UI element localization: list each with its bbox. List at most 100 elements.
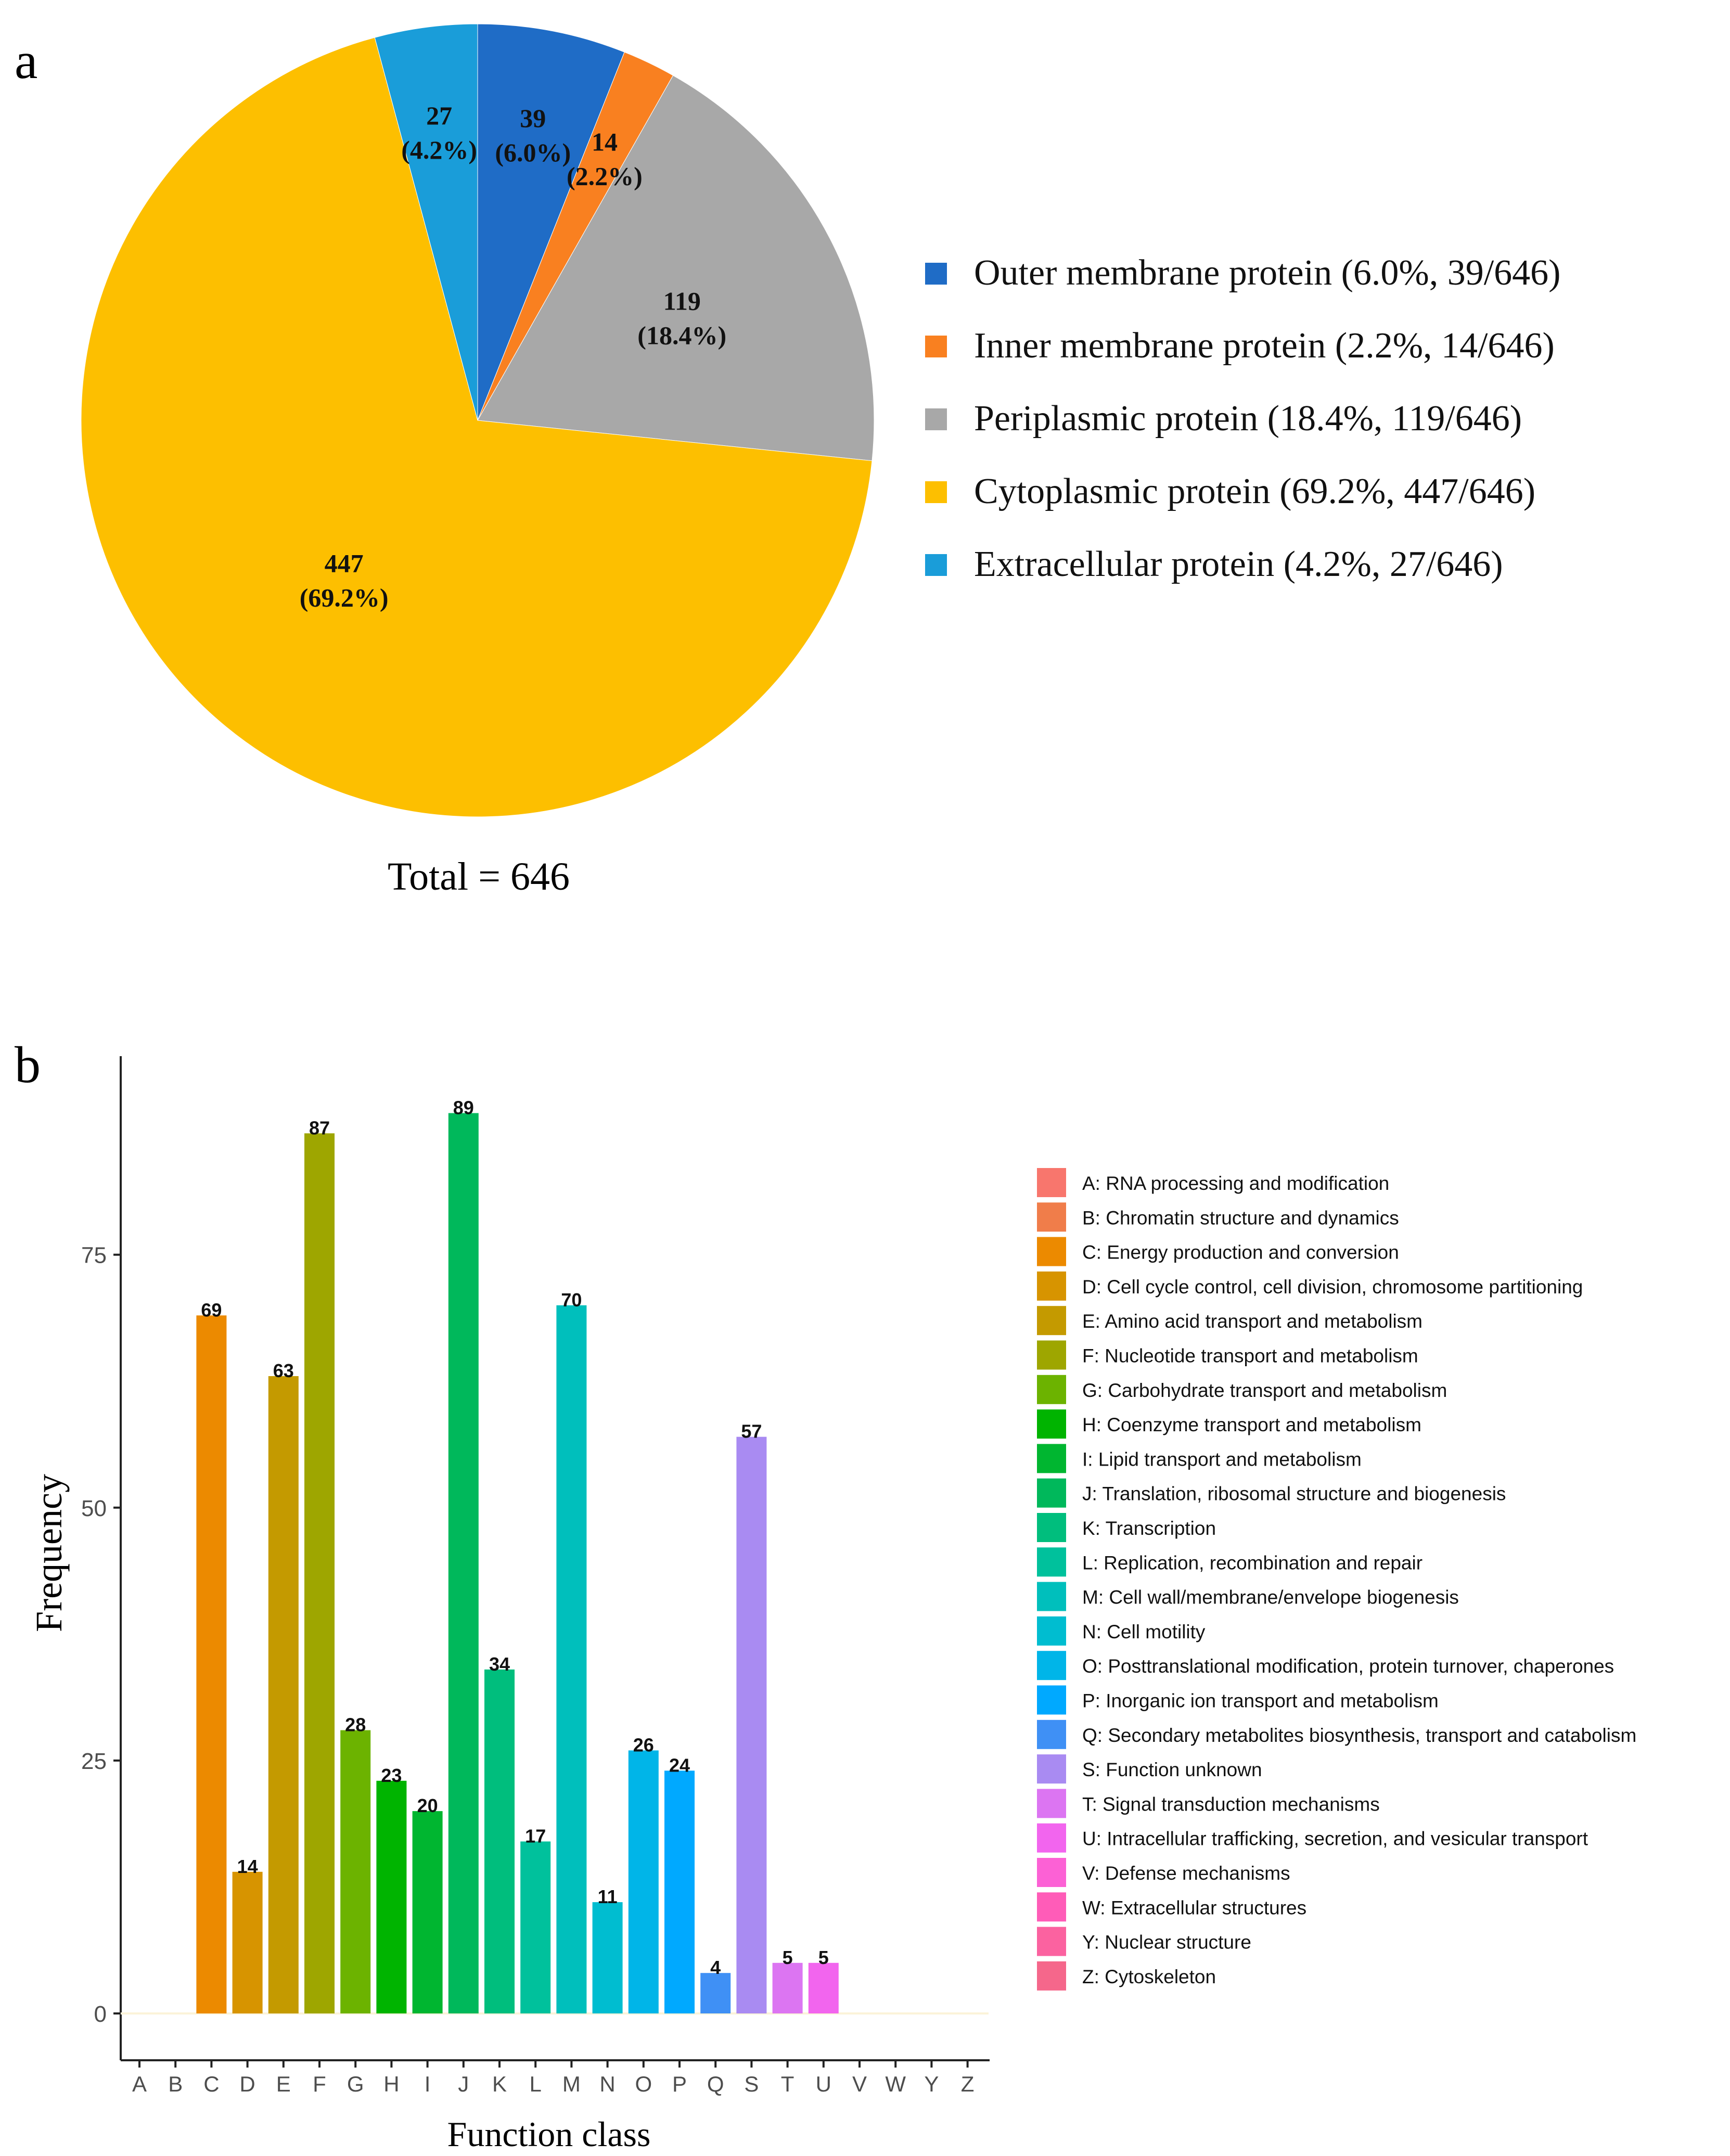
pie-slice-extracellular-protein (374, 23, 478, 421)
x-tick-label: D (239, 2072, 255, 2096)
pie-chart (81, 23, 875, 817)
bar-legend-swatch (1037, 1582, 1066, 1611)
pie-slice-label: 27 (4.2%) (401, 101, 477, 164)
bar-L (520, 1841, 551, 2013)
bar-legend-swatch (1037, 1202, 1066, 1232)
bar-value-label: 20 (417, 1795, 438, 1816)
bar-value-label: 34 (489, 1653, 510, 1675)
x-tick-label: W (885, 2072, 906, 2096)
panel-a-label: a (15, 32, 37, 89)
bar-legend-label: U: Intracellular trafficking, secretion,… (1082, 1828, 1588, 1850)
y-tick-label: 75 (81, 1243, 107, 1268)
x-tick-label: G (347, 2072, 364, 2096)
bar-M (556, 1305, 587, 2013)
bar-O (628, 1750, 659, 2013)
bar-value-label: 26 (633, 1734, 654, 1755)
x-tick-label: F (313, 2072, 326, 2096)
x-tick-label: P (672, 2072, 687, 2096)
pie-legend-swatch (925, 263, 947, 285)
bar-legend-swatch (1037, 1409, 1066, 1439)
bar-value-label: 57 (741, 1421, 762, 1442)
x-tick-label: A (132, 2072, 147, 2096)
bar-value-label: 63 (273, 1360, 294, 1381)
bar-legend-swatch (1037, 1547, 1066, 1577)
bar-legend-label: Q: Secondary metabolites biosynthesis, t… (1082, 1725, 1636, 1746)
bar-G (340, 1730, 371, 2013)
bar-legend-label: A: RNA processing and modification (1082, 1173, 1389, 1194)
bar-legend-label: I: Lipid transport and metabolism (1082, 1448, 1362, 1470)
y-tick-label: 0 (94, 2001, 107, 2027)
bar-legend-label: J: Translation, ribosomal structure and … (1082, 1483, 1506, 1505)
bar-value-label: 70 (561, 1289, 582, 1311)
bar-value-label: 24 (669, 1754, 690, 1776)
pie-legend-swatch (925, 336, 947, 357)
pie-legend-label: Cytoplasmic protein (69.2%, 447/646) (974, 471, 1535, 511)
bar-legend-swatch (1037, 1444, 1066, 1473)
pie-legend-label: Outer membrane protein (6.0%, 39/646) (974, 253, 1560, 293)
pie-slice-label: 39 (6.0%) (495, 104, 571, 167)
y-axis-title: Frequency (28, 1474, 70, 1632)
panel-b: b 0 25 50 75 69 14 63 87 28 23 20 89 34 17 70 11 26 24 4 5… (15, 1036, 1636, 2154)
x-tick-label: Q (707, 2072, 724, 2096)
pie-slice-label: 14 (2.2%) (567, 127, 643, 191)
pie-slice-labels: 39 (6.0%) 14 (2.2%) 119 (18.4%) 447 (69.2%) 27 (4… (300, 101, 726, 612)
bar-legend-swatch (1037, 1754, 1066, 1784)
bar-legend-label: V: Defense mechanisms (1082, 1863, 1290, 1884)
bar-J (448, 1113, 479, 2013)
bar-legend-swatch (1037, 1237, 1066, 1266)
y-tick-label: 50 (81, 1496, 107, 1521)
y-axis-ticks: 0 25 50 75 (81, 1243, 121, 2027)
bar-value-label: 11 (598, 1886, 618, 1907)
bar-legend-swatch (1037, 1478, 1066, 1508)
bar-C (196, 1315, 227, 2013)
bar-D (232, 1871, 263, 2013)
pie-legend-swatch (925, 408, 947, 430)
bar-legend-swatch (1037, 1306, 1066, 1336)
pie-legend-label: Periplasmic protein (18.4%, 119/646) (974, 399, 1522, 439)
bar-legend-label: N: Cell motility (1082, 1621, 1206, 1642)
bar-legend-swatch (1037, 1375, 1066, 1404)
bar-E (268, 1376, 299, 2013)
bar-legend-label: O: Posttranslational modification, prote… (1082, 1656, 1614, 1677)
bar-legend-label: D: Cell cycle control, cell division, ch… (1082, 1276, 1583, 1298)
bar-legend-swatch (1037, 1927, 1066, 1956)
bar-legend-label: C: Energy production and conversion (1082, 1242, 1399, 1263)
bar-legend-label: Z: Cytoskeleton (1082, 1966, 1216, 1987)
bar-Q (700, 1973, 731, 2013)
bar-value-label: 4 (710, 1957, 721, 1978)
bar-legend-label: S: Function unknown (1082, 1759, 1262, 1780)
x-tick-label: I (425, 2072, 431, 2096)
x-tick-label: M (562, 2072, 581, 2096)
x-tick-label: K (492, 2072, 507, 2096)
pie-total-label: Total = 646 (388, 855, 570, 899)
x-tick-label: Y (924, 2072, 939, 2096)
bar-value-label: 5 (818, 1947, 829, 1968)
bar-legend-label: T: Signal transduction mechanisms (1082, 1793, 1380, 1815)
bar-legend-label: H: Coenzyme transport and metabolism (1082, 1414, 1421, 1435)
pie-slice-label: 447 (69.2%) (300, 549, 389, 612)
bar-legend: A: RNA processing and modification B: Chr… (1037, 1168, 1636, 1991)
x-axis-title: Function class (447, 2114, 651, 2154)
bar-legend-swatch (1037, 1719, 1066, 1749)
pie-legend-swatch (925, 554, 947, 576)
bars: 69 14 63 87 28 23 20 89 34 17 70 11 26 24 4 57 5 5 (196, 1097, 839, 2013)
x-tick-label: N (599, 2072, 615, 2096)
bar-value-label: 28 (345, 1714, 366, 1736)
bar-legend-label: L: Replication, recombination and repair (1082, 1552, 1423, 1573)
x-tick-label: J (458, 2072, 469, 2096)
bar-value-label: 14 (237, 1856, 258, 1877)
bar-I (412, 1811, 443, 2013)
bar-legend-label: G: Carbohydrate transport and metabolism (1082, 1380, 1447, 1401)
bar-legend-label: E: Amino acid transport and metabolism (1082, 1311, 1423, 1332)
bar-H (376, 1780, 407, 2013)
bar-legend-label: M: Cell wall/membrane/envelope biogenesi… (1082, 1587, 1459, 1608)
x-tick-label: L (530, 2072, 542, 2096)
pie-legend: Outer membrane protein (6.0%, 39/646) Inn… (925, 253, 1560, 584)
bar-legend-swatch (1037, 1823, 1066, 1853)
pie-slice-cytoplasmic-protein (81, 37, 873, 817)
x-tick-label: T (781, 2072, 794, 2096)
bar-N (592, 1902, 623, 2013)
bar-value-label: 89 (453, 1097, 474, 1118)
pie-legend-label: Extracellular protein (4.2%, 27/646) (974, 544, 1503, 584)
